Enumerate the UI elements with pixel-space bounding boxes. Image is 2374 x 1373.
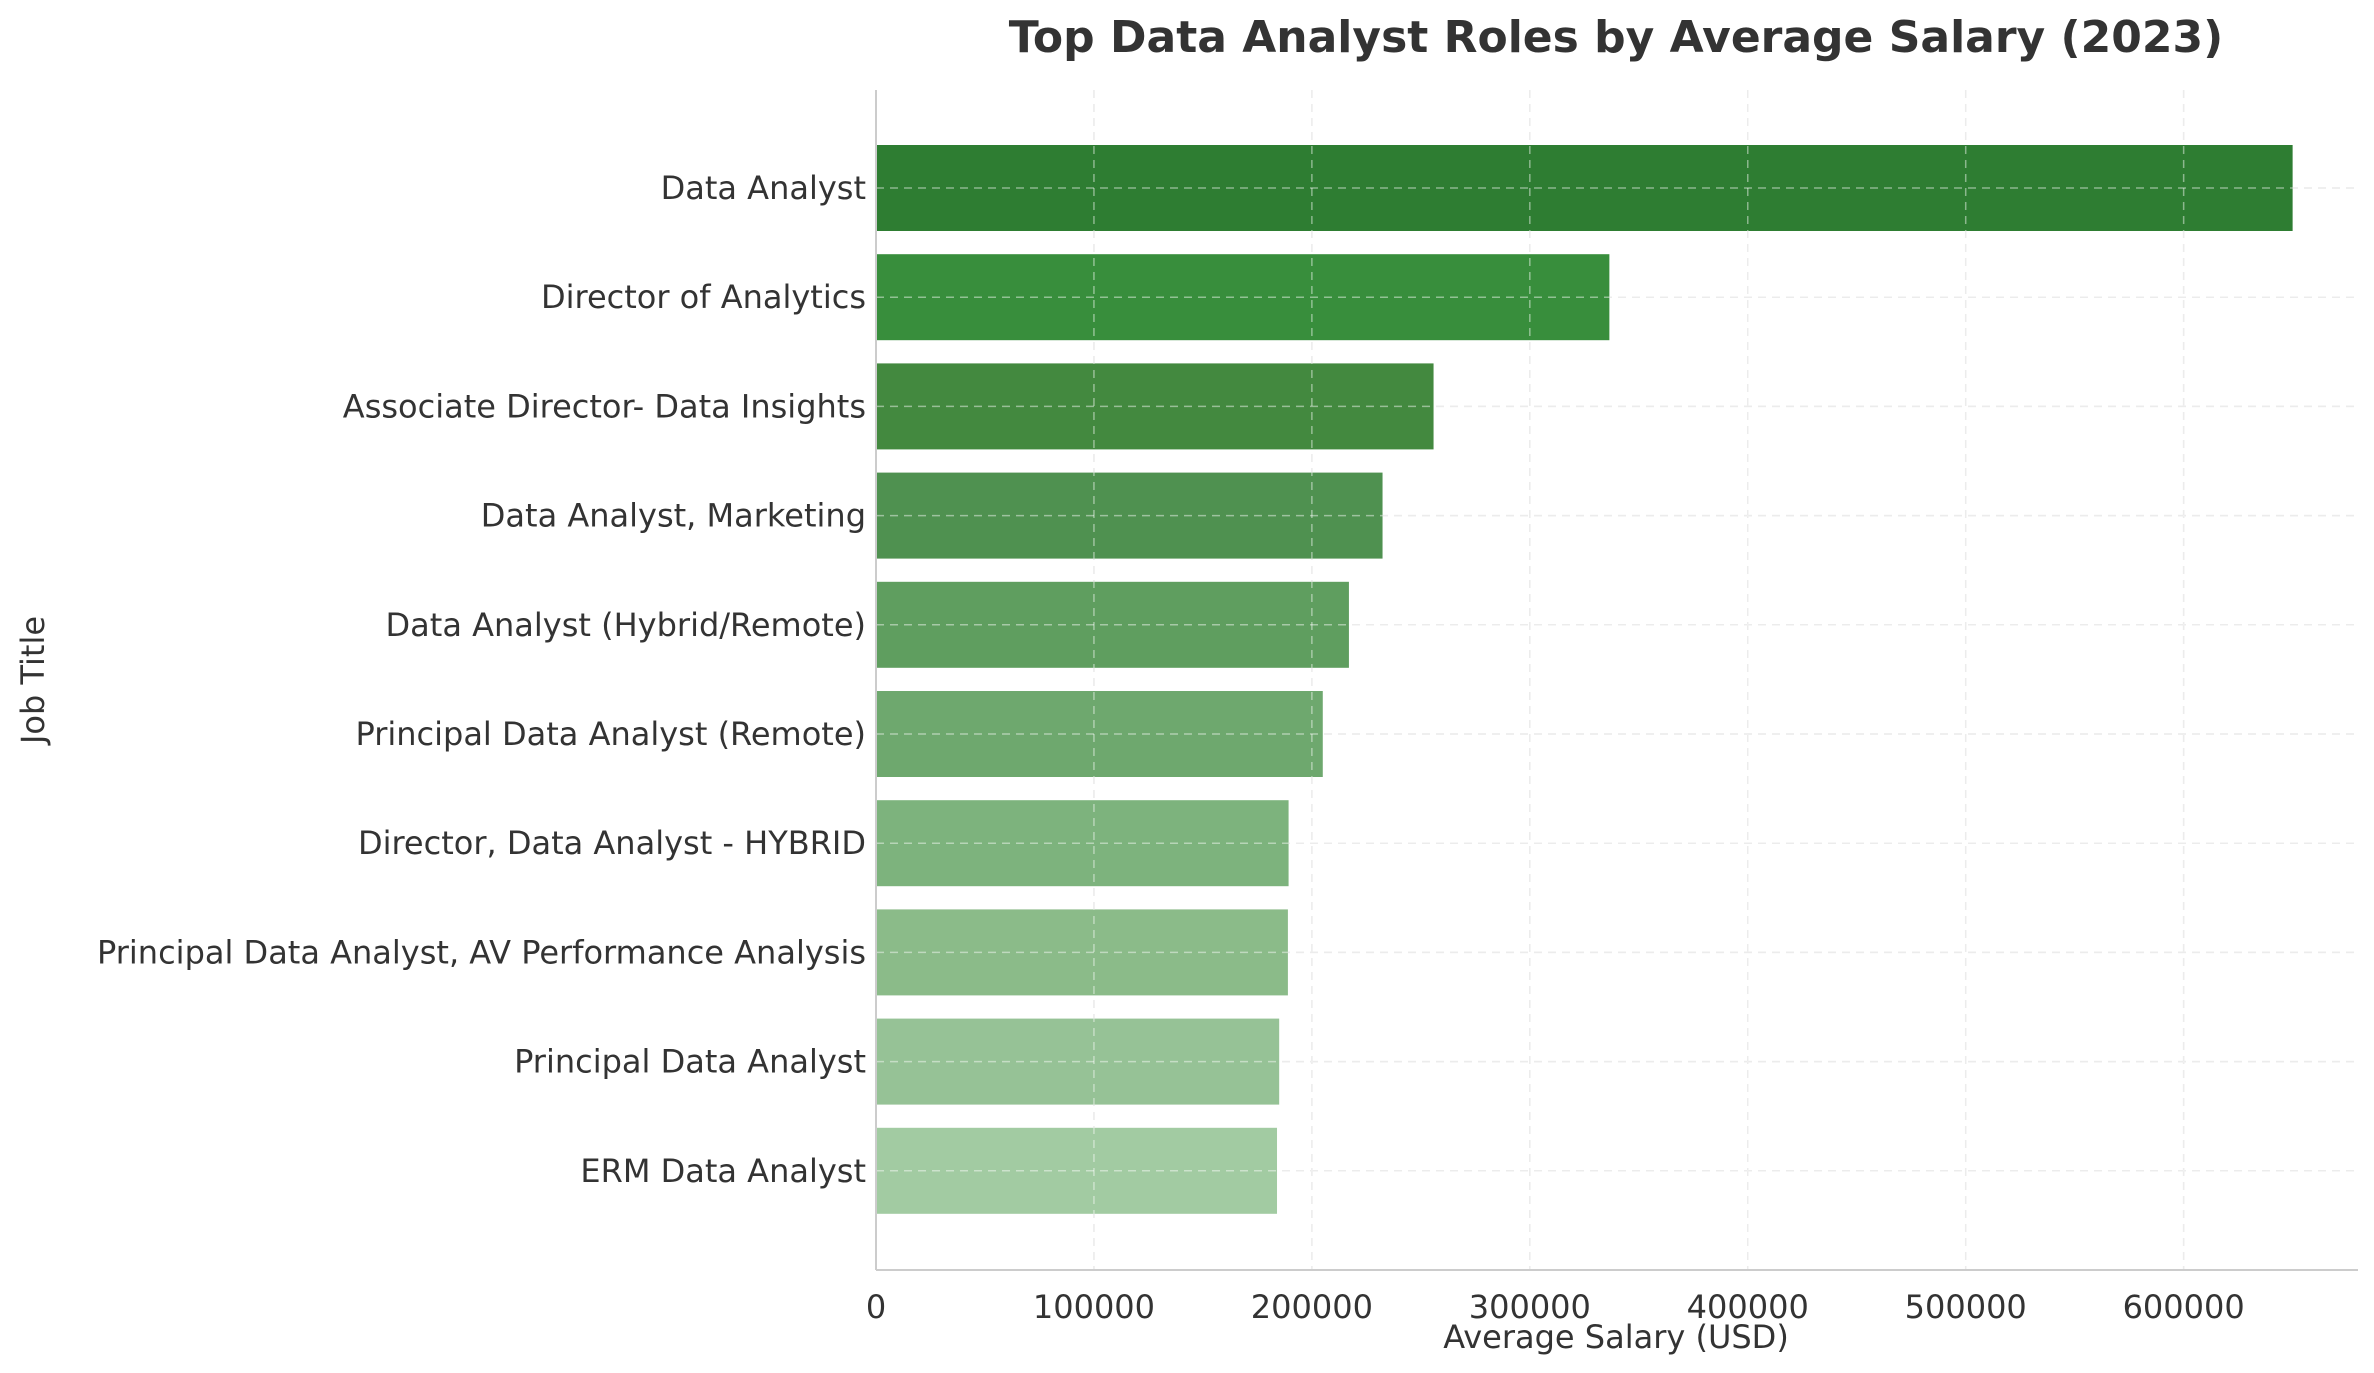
x-tick-label: 500000: [1905, 1288, 2027, 1326]
x-tick-label: 300000: [1469, 1288, 1591, 1326]
bar: [876, 800, 1289, 887]
y-tick-label: Data Analyst, Marketing: [481, 497, 866, 535]
x-tick-labels: 0 100000 200000 300000 400000 500000 600000: [866, 1288, 2245, 1326]
bar: [876, 691, 1323, 777]
y-tick-label: Data Analyst (Hybrid/Remote): [386, 606, 866, 644]
y-tick-labels: Data Analyst Director of Analytics Associa…: [97, 169, 866, 1190]
y-tick-label: Data Analyst: [661, 169, 866, 207]
y-tick-label: Director of Analytics: [541, 278, 866, 316]
bar: [876, 1127, 1278, 1214]
y-tick-label: Principal Data Analyst: [514, 1043, 866, 1081]
x-tick-label: 100000: [1033, 1288, 1155, 1326]
bar: [876, 909, 1288, 996]
bar: [876, 363, 1434, 450]
axes-spines: [875, 90, 2358, 1271]
chart-title: Top Data Analyst Roles by Average Salary…: [1009, 12, 2223, 63]
bar: [876, 145, 2293, 231]
x-axis-label: Average Salary (USD): [1443, 1318, 1789, 1356]
y-tick-label: Associate Director- Data Insights: [343, 387, 866, 425]
x-tick-label: 200000: [1251, 1288, 1373, 1326]
y-tick-label: ERM Data Analyst: [580, 1152, 866, 1190]
y-tick-label: Principal Data Analyst, AV Performance A…: [97, 933, 866, 971]
y-tick-label: Director, Data Analyst - HYBRID: [358, 824, 866, 862]
bar: [876, 1018, 1280, 1105]
bars: [876, 145, 2293, 1214]
bar: [876, 254, 1610, 341]
y-tick-label: Principal Data Analyst (Remote): [355, 715, 866, 753]
bar: [876, 472, 1383, 559]
x-tick-label: 600000: [2123, 1288, 2245, 1326]
bar: [876, 581, 1349, 668]
x-tick-label: 400000: [1687, 1288, 1809, 1326]
y-axis-label: Job Title: [14, 616, 52, 746]
x-tick-label: 0: [866, 1288, 886, 1326]
